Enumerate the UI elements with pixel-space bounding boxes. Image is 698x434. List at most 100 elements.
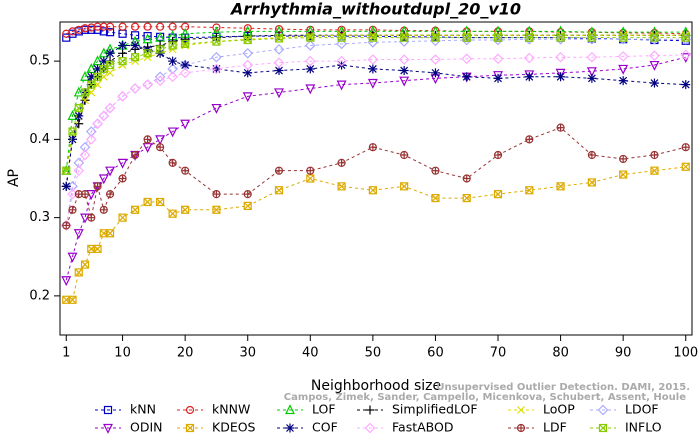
marker-shape (105, 28, 115, 37)
series-line (65, 56, 686, 281)
x-tick-label: 20 (177, 346, 194, 361)
marker-shape (61, 276, 72, 287)
marker-shape (243, 35, 252, 45)
data-point (74, 268, 83, 277)
x-tick-label: 100 (673, 346, 698, 361)
marker-stroke (681, 162, 690, 171)
marker-stroke (243, 68, 252, 77)
data-point (525, 135, 534, 144)
data-point (130, 40, 140, 50)
marker-stroke (650, 79, 659, 87)
marker-shape (73, 165, 85, 177)
data-point (105, 22, 115, 31)
legend: kNN kNNW LOF SimplifiedLOF LoOP LDOF ODIN KDEOS… (95, 402, 662, 434)
data-point (555, 51, 566, 63)
data-point (74, 103, 83, 113)
marker-shape (155, 135, 166, 146)
marker-shape (80, 24, 90, 33)
data-point (273, 57, 285, 69)
marker-stroke (275, 66, 283, 75)
data-point (117, 158, 128, 169)
marker-stroke (81, 88, 89, 97)
marker-shape (368, 186, 377, 195)
marker-shape (555, 68, 566, 79)
data-point (274, 166, 284, 175)
marker-shape (68, 127, 77, 136)
data-point (462, 193, 471, 203)
data-point (99, 22, 108, 31)
data-point (181, 39, 190, 49)
data-point (105, 190, 115, 199)
marker-shape (211, 63, 222, 75)
data-point (524, 72, 534, 82)
marker-shape (167, 71, 178, 83)
marker-stroke (186, 424, 194, 432)
data-point (619, 154, 628, 164)
legend-item: LDF (508, 420, 567, 434)
marker-shape (105, 229, 115, 238)
legend-item: kNNW (177, 402, 250, 417)
marker-stroke (212, 205, 221, 214)
marker-shape (142, 143, 153, 154)
data-point (618, 64, 629, 75)
legend-item: LDOF (590, 402, 659, 417)
data-point (73, 229, 84, 240)
data-point (80, 260, 90, 269)
marker-stroke (156, 198, 165, 206)
marker-stroke (106, 229, 114, 238)
data-point (67, 180, 78, 192)
data-point (129, 83, 141, 94)
marker-stroke (74, 104, 83, 112)
data-point (156, 143, 165, 152)
data-point (181, 205, 190, 214)
data-point (143, 31, 152, 41)
marker-shape (105, 22, 115, 31)
data-point (587, 73, 597, 83)
data-point (93, 72, 102, 81)
data-point (586, 51, 598, 63)
data-point (61, 181, 71, 191)
data-point (650, 150, 659, 160)
data-point (180, 119, 191, 130)
marker-shape (167, 63, 178, 75)
marker-shape (99, 229, 108, 238)
marker-shape (79, 149, 91, 161)
marker-shape (304, 40, 316, 51)
marker-stroke (131, 41, 140, 50)
data-point (87, 23, 96, 32)
data-point (168, 22, 177, 31)
marker-shape (143, 197, 152, 207)
data-point (143, 49, 152, 58)
data-point (93, 244, 102, 254)
legend-marker (598, 423, 608, 433)
data-point (118, 40, 128, 50)
marker-stroke (181, 205, 190, 214)
marker-stroke (286, 424, 294, 432)
data-point (556, 33, 565, 42)
marker-stroke (181, 39, 190, 48)
marker-stroke (168, 41, 177, 50)
legend-marker (364, 422, 376, 434)
data-point (493, 33, 503, 42)
marker-shape (304, 55, 316, 67)
legend-item: kNN (95, 402, 156, 417)
marker-stroke (400, 31, 409, 40)
legend-label: kNNW (212, 402, 250, 417)
legend-label: kNN (130, 402, 156, 417)
marker-stroke (650, 166, 659, 175)
data-point (650, 166, 659, 175)
marker-stroke (143, 198, 152, 206)
data-point (68, 127, 77, 136)
legend-label: FastABOD (392, 420, 454, 434)
legend-label: INFLO (625, 420, 662, 434)
data-point (556, 72, 566, 82)
legend-label: LDOF (625, 402, 659, 417)
marker-stroke (131, 205, 140, 214)
marker-shape (143, 22, 152, 31)
marker-stroke (275, 34, 283, 43)
data-point (680, 49, 692, 61)
marker-shape (181, 205, 190, 214)
marker-shape (650, 33, 659, 42)
marker-shape (156, 45, 165, 54)
x-tick-label: 90 (615, 346, 632, 361)
